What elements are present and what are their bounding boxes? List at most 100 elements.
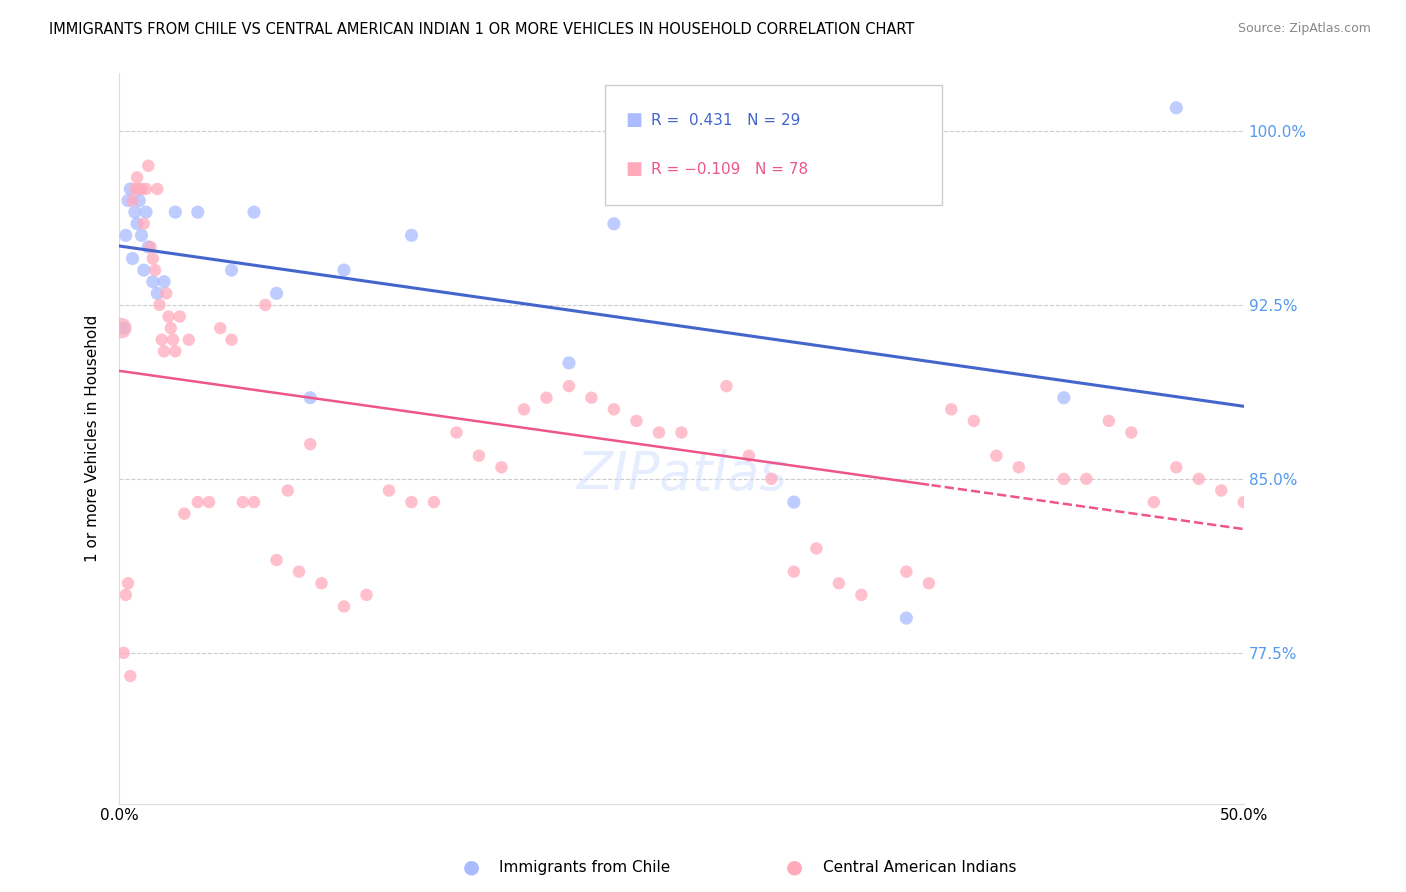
Point — [603, 402, 626, 417]
Point — [198, 495, 221, 509]
Text: IMMIGRANTS FROM CHILE VS CENTRAL AMERICAN INDIAN 1 OR MORE VEHICLES IN HOUSEHOLD: IMMIGRANTS FROM CHILE VS CENTRAL AMERICA… — [49, 22, 914, 37]
Point — [232, 495, 254, 509]
Point — [117, 194, 139, 208]
Point — [1166, 460, 1188, 475]
Point — [125, 170, 148, 185]
Text: ●: ● — [786, 857, 803, 877]
Point — [150, 333, 173, 347]
Point — [114, 588, 136, 602]
Point — [117, 576, 139, 591]
Y-axis label: 1 or more Vehicles in Household: 1 or more Vehicles in Household — [86, 315, 100, 562]
Point — [243, 205, 266, 219]
Point — [1008, 460, 1031, 475]
Point — [121, 194, 143, 208]
Text: R =  0.431   N = 29: R = 0.431 N = 29 — [651, 113, 800, 128]
Point — [112, 646, 135, 660]
Point — [128, 194, 150, 208]
Point — [536, 391, 558, 405]
Point — [131, 228, 153, 243]
Point — [446, 425, 468, 440]
Point — [299, 391, 322, 405]
Point — [142, 275, 165, 289]
Point — [1121, 425, 1143, 440]
Point — [155, 286, 177, 301]
Point — [783, 565, 806, 579]
Point — [299, 437, 322, 451]
Point — [139, 240, 162, 254]
Point — [131, 182, 153, 196]
Point — [671, 425, 693, 440]
Text: Source: ZipAtlas.com: Source: ZipAtlas.com — [1237, 22, 1371, 36]
Point — [1053, 391, 1076, 405]
Point — [169, 310, 191, 324]
Point — [806, 541, 828, 556]
Point — [136, 240, 159, 254]
Point — [941, 402, 963, 417]
Point — [187, 205, 209, 219]
Point — [1143, 495, 1166, 509]
Point — [125, 217, 148, 231]
Point — [136, 159, 159, 173]
Point — [1098, 414, 1121, 428]
Point — [581, 391, 603, 405]
Point — [153, 275, 176, 289]
Point — [221, 333, 243, 347]
Point — [896, 565, 918, 579]
Point — [738, 449, 761, 463]
Point — [423, 495, 446, 509]
Point — [146, 182, 169, 196]
Point — [266, 286, 288, 301]
Point — [110, 321, 132, 335]
Point — [1076, 472, 1098, 486]
Text: Central American Indians: Central American Indians — [823, 860, 1017, 874]
Point — [243, 495, 266, 509]
Point — [124, 205, 146, 219]
Point — [162, 333, 184, 347]
Point — [378, 483, 401, 498]
Point — [157, 310, 180, 324]
Point — [986, 449, 1008, 463]
Point — [1211, 483, 1233, 498]
Point — [132, 217, 155, 231]
Point — [165, 205, 187, 219]
Point — [311, 576, 333, 591]
Point — [148, 298, 170, 312]
Point — [333, 263, 356, 277]
Text: R = −0.109   N = 78: R = −0.109 N = 78 — [651, 162, 808, 177]
Point — [177, 333, 200, 347]
Point — [135, 182, 157, 196]
Point — [146, 286, 169, 301]
Point — [626, 414, 648, 428]
Text: Immigrants from Chile: Immigrants from Chile — [499, 860, 671, 874]
Point — [266, 553, 288, 567]
Point — [401, 495, 423, 509]
Point — [165, 344, 187, 359]
Point — [716, 379, 738, 393]
Point — [254, 298, 277, 312]
Point — [124, 182, 146, 196]
Point — [128, 182, 150, 196]
Point — [1188, 472, 1211, 486]
Point — [1166, 101, 1188, 115]
Text: ■: ■ — [626, 161, 643, 178]
Point — [491, 460, 513, 475]
Point — [513, 402, 536, 417]
Point — [120, 182, 142, 196]
Point — [142, 252, 165, 266]
Text: ZIPatlas: ZIPatlas — [576, 449, 787, 500]
Point — [356, 588, 378, 602]
Point — [112, 321, 135, 335]
Point — [209, 321, 232, 335]
Point — [851, 588, 873, 602]
Point — [828, 576, 851, 591]
Point — [135, 205, 157, 219]
Point — [401, 228, 423, 243]
Point — [173, 507, 195, 521]
Point — [333, 599, 356, 614]
Point — [153, 344, 176, 359]
Point — [159, 321, 181, 335]
Point — [558, 379, 581, 393]
Point — [918, 576, 941, 591]
Point — [761, 472, 783, 486]
Point — [120, 669, 142, 683]
